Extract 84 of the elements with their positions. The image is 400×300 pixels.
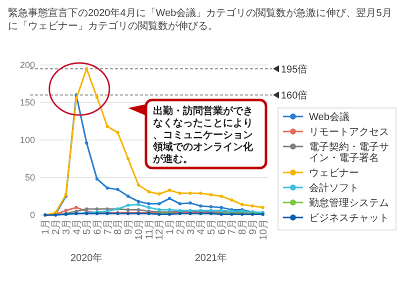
- point: [116, 130, 120, 134]
- x-tick-label: 6月: [216, 219, 228, 235]
- annotation: 出勤・訪問営業ができなくなったことにより、コミュニケーション領域でのオンライン化が進む。: [152, 105, 254, 165]
- point: [74, 206, 78, 210]
- x-tick-label: 11月: [144, 219, 156, 240]
- point: [220, 194, 223, 198]
- point: [168, 196, 172, 200]
- x-tick-label: 2月: [51, 219, 62, 235]
- point: [188, 201, 192, 205]
- x-tick-label: 4月: [72, 219, 83, 235]
- x-tick-label: 1月: [40, 219, 52, 235]
- y-tick-label: 50: [24, 172, 35, 182]
- x-tick-label: 5月: [206, 219, 218, 235]
- point: [261, 206, 264, 210]
- x-tick-label: 4月: [196, 219, 208, 235]
- point: [178, 192, 182, 195]
- x-tick-label: 6月: [92, 219, 104, 235]
- x-tick-label: 5月: [82, 219, 94, 235]
- point: [136, 183, 140, 187]
- x-tick-label: 9月: [124, 219, 135, 235]
- x-tick-label: 10月: [134, 219, 145, 240]
- point: [95, 207, 99, 211]
- point: [209, 205, 213, 208]
- point: [126, 194, 130, 198]
- point: [209, 193, 213, 196]
- point: [168, 208, 172, 212]
- y-tick-label: 200: [20, 60, 35, 70]
- ref-line-label: 160倍: [281, 90, 308, 102]
- x-tick-label: 3月: [61, 219, 72, 235]
- point: [106, 124, 109, 128]
- point: [95, 177, 99, 181]
- point: [220, 206, 223, 210]
- x-tick-label: 3月: [186, 219, 197, 235]
- x-tick-label: 8月: [113, 219, 124, 235]
- point: [147, 190, 150, 194]
- x-tick-label: 7月: [227, 219, 238, 235]
- point: [85, 141, 88, 145]
- point: [158, 202, 161, 206]
- legend-label: ウェビナー: [309, 168, 359, 179]
- point: [240, 202, 244, 206]
- ref-line-label: 195倍: [281, 63, 308, 76]
- point: [147, 202, 150, 206]
- x-tick-label: 8月: [238, 219, 249, 235]
- point: [158, 192, 161, 196]
- point: [126, 204, 130, 207]
- point: [199, 204, 202, 208]
- x-tick-label: 1月: [165, 219, 176, 235]
- legend-label: ビジネスチャット: [309, 213, 389, 224]
- x-tick-label: 2月: [175, 219, 186, 235]
- legend-label: 会計ソフト: [309, 182, 359, 194]
- x-tick-label: 7月: [102, 219, 114, 235]
- legend-label: 電子契約・電子サイン・電子署名: [309, 141, 389, 164]
- point: [199, 192, 202, 195]
- point: [136, 200, 140, 204]
- point: [136, 208, 140, 212]
- point: [126, 208, 130, 212]
- point: [74, 97, 78, 100]
- point: [230, 198, 234, 202]
- point: [95, 96, 99, 99]
- text: 2020年: [70, 252, 103, 264]
- point: [85, 207, 88, 211]
- point: [168, 188, 172, 192]
- y-tick-label: 0: [30, 210, 35, 220]
- point: [250, 204, 254, 208]
- point: [136, 202, 140, 206]
- legend-label: Web会議: [309, 111, 350, 123]
- point: [126, 157, 130, 160]
- point: [64, 208, 68, 212]
- x-tick-label: 9月: [248, 219, 259, 235]
- y-tick-label: 100: [20, 135, 35, 145]
- point: [116, 188, 120, 192]
- y-tick-label: 150: [20, 98, 35, 108]
- text: 緊急事態宣言下の2020年4月に「Web会議」カテゴリの閲覧数が急激に伸び、翌月5月に「ウェビナー」カテゴリの閲覧数が伸びる。: [8, 7, 392, 32]
- x-tick-label: 10月: [258, 219, 270, 240]
- point: [188, 192, 192, 195]
- point: [158, 208, 161, 212]
- legend-label: 勤怠管理システム: [309, 197, 389, 209]
- point: [178, 202, 182, 206]
- x-tick-label: 12月: [154, 219, 166, 240]
- point: [106, 186, 109, 190]
- text: 2021年: [194, 252, 228, 264]
- legend-label: リモートアクセス: [309, 127, 389, 138]
- point: [147, 206, 150, 210]
- point: [85, 67, 88, 70]
